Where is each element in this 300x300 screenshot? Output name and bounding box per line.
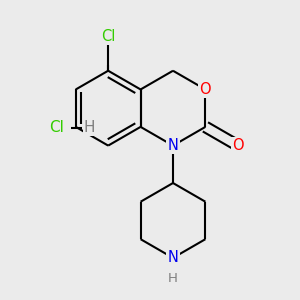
Text: H: H <box>168 272 178 285</box>
Text: Cl: Cl <box>101 29 116 44</box>
Text: N: N <box>168 250 178 266</box>
Text: Cl: Cl <box>49 121 64 136</box>
Text: N: N <box>168 138 178 153</box>
Text: H: H <box>84 121 95 136</box>
Text: O: O <box>200 82 211 97</box>
Text: O: O <box>232 138 244 153</box>
